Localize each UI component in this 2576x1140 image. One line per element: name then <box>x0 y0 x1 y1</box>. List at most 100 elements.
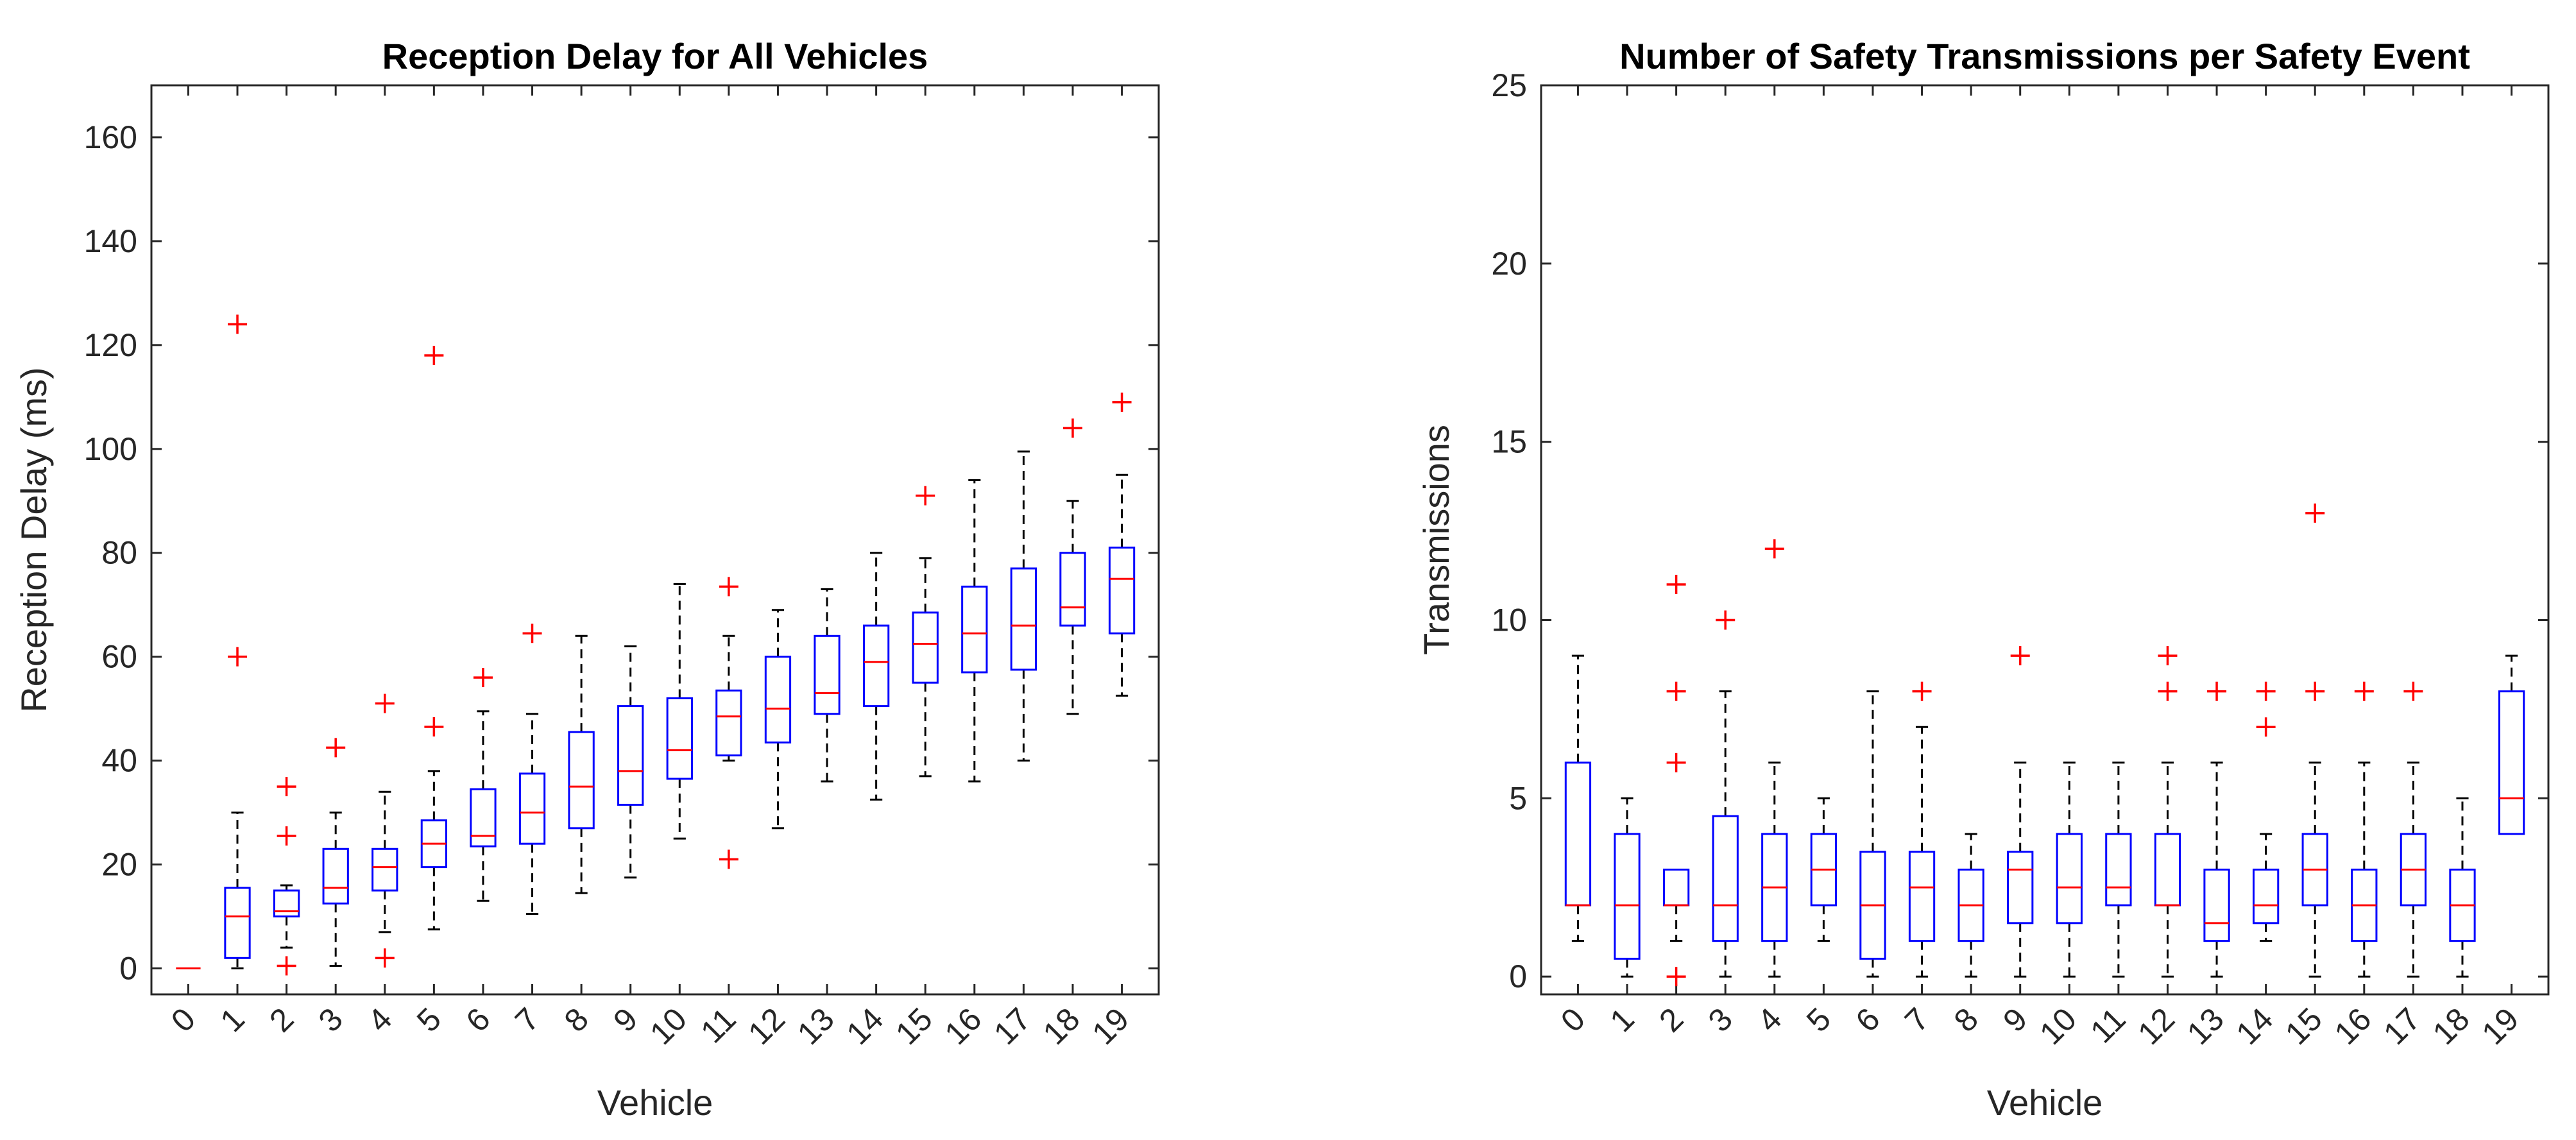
outlier-marker <box>2158 681 2178 701</box>
chart-title: Number of Safety Transmissions per Safet… <box>1619 36 2470 76</box>
x-tick-label: 8 <box>558 1001 595 1039</box>
outlier-marker <box>719 577 738 597</box>
box-group-vehicle-19 <box>2498 654 2525 835</box>
box-group-vehicle-11 <box>2105 761 2132 978</box>
outlier-marker <box>2305 503 2325 523</box>
iqr-box <box>1614 833 1641 960</box>
outlier-marker <box>277 777 296 797</box>
box-group-vehicle-15 <box>912 486 939 778</box>
x-tick-label: 10 <box>2033 1001 2083 1051</box>
outlier-marker <box>2305 681 2325 701</box>
outlier-marker <box>2207 681 2227 701</box>
iqr-box <box>2252 869 2280 924</box>
chart-title: Reception Delay for All Vehicles <box>382 36 928 76</box>
iqr-box <box>2056 833 2083 924</box>
x-tick-label: 10 <box>643 1001 694 1051</box>
box-group-vehicle-7 <box>1908 681 1936 978</box>
outlier-marker <box>375 693 395 713</box>
x-tick-label: 7 <box>508 1001 546 1039</box>
box-group-vehicle-3 <box>322 738 349 967</box>
x-tick-label: 0 <box>164 1001 202 1039</box>
y-tick-label: 25 <box>1491 67 1527 103</box>
outlier-marker <box>1062 418 1082 438</box>
box-group-vehicle-16 <box>2351 681 2378 978</box>
outlier-marker <box>2403 681 2423 701</box>
outlier-marker <box>2256 717 2276 737</box>
box-group-vehicle-3 <box>1712 610 1739 978</box>
x-axis-label: Vehicle <box>597 1082 713 1123</box>
iqr-box <box>224 887 251 959</box>
y-axis-label: Transmissions <box>1416 425 1456 655</box>
outlier-marker <box>424 717 444 736</box>
iqr-box <box>1564 761 1592 906</box>
outlier-marker <box>1716 610 1736 630</box>
x-tick-label: 8 <box>1947 1001 1985 1039</box>
iqr-box <box>2105 833 2132 906</box>
x-tick-label: 1 <box>214 1001 252 1039</box>
x-tick-label: 4 <box>1750 1001 1788 1039</box>
outlier-marker <box>228 314 248 334</box>
iqr-box <box>1662 869 1690 906</box>
x-tick-label: 2 <box>262 1001 300 1039</box>
x-tick-label: 6 <box>459 1001 497 1039</box>
x-tick-label: 15 <box>2278 1001 2329 1051</box>
y-tick-label: 5 <box>1509 780 1527 816</box>
y-tick-label: 140 <box>84 223 137 259</box>
iqr-box <box>322 847 349 905</box>
outlier-marker <box>1666 681 1686 701</box>
iqr-box <box>518 772 546 845</box>
y-axis-label: Reception Delay (ms) <box>13 367 54 712</box>
iqr-box <box>470 788 497 847</box>
outlier-marker <box>1112 392 1132 412</box>
box-group-vehicle-4 <box>1761 539 1788 978</box>
box-group-vehicle-10 <box>666 583 693 840</box>
iqr-box <box>1010 567 1037 671</box>
x-tick-label: 16 <box>2328 1001 2378 1051</box>
x-tick-label: 15 <box>889 1001 939 1051</box>
box-group-vehicle-6 <box>1859 690 1886 978</box>
y-tick-label: 100 <box>84 431 137 467</box>
iqr-box <box>2154 833 2181 906</box>
box-group-vehicle-4 <box>371 693 398 968</box>
x-tick-label: 3 <box>312 1001 350 1039</box>
x-tick-label: 3 <box>1702 1001 1739 1039</box>
x-axis-label: Vehicle <box>1987 1082 2103 1123</box>
outlier-marker <box>1666 574 1686 594</box>
x-tick-label: 1 <box>1603 1001 1641 1039</box>
outlier-marker <box>2158 646 2178 666</box>
x-tick-label: 0 <box>1554 1001 1592 1039</box>
box-group-vehicle-8 <box>568 634 595 894</box>
box-group-vehicle-12 <box>2154 646 2181 978</box>
y-tick-label: 20 <box>1491 246 1527 282</box>
iqr-box <box>2007 851 2034 924</box>
outlier-marker <box>2010 646 2030 666</box>
x-tick-label: 17 <box>2376 1001 2427 1051</box>
outlier-marker <box>1666 967 1686 987</box>
y-tick-label: 40 <box>101 743 137 779</box>
y-tick-label: 60 <box>101 639 137 675</box>
x-tick-label: 6 <box>1848 1001 1886 1039</box>
box-group-vehicle-19 <box>1108 392 1136 697</box>
x-tick-label: 5 <box>1800 1001 1838 1039</box>
iqr-box <box>862 624 890 708</box>
iqr-box <box>961 585 988 674</box>
x-tick-label: 2 <box>1652 1001 1690 1039</box>
box-group-vehicle-17 <box>1010 450 1037 762</box>
x-tick-label: 16 <box>938 1001 989 1051</box>
x-tick-label: 4 <box>361 1001 398 1039</box>
box-group-vehicle-0 <box>1564 654 1592 942</box>
iqr-box <box>764 656 792 744</box>
outlier-marker <box>2354 681 2374 701</box>
box-group-vehicle-11 <box>715 577 742 869</box>
box-group-vehicle-15 <box>2301 503 2328 978</box>
box-group-vehicle-16 <box>961 479 988 783</box>
outlier-marker <box>424 346 444 366</box>
iqr-box <box>912 611 939 684</box>
outlier-marker <box>375 948 395 968</box>
x-tick-label: 9 <box>1996 1001 2034 1039</box>
x-tick-label: 19 <box>1085 1001 1136 1051</box>
box-group-vehicle-10 <box>2056 761 2083 978</box>
